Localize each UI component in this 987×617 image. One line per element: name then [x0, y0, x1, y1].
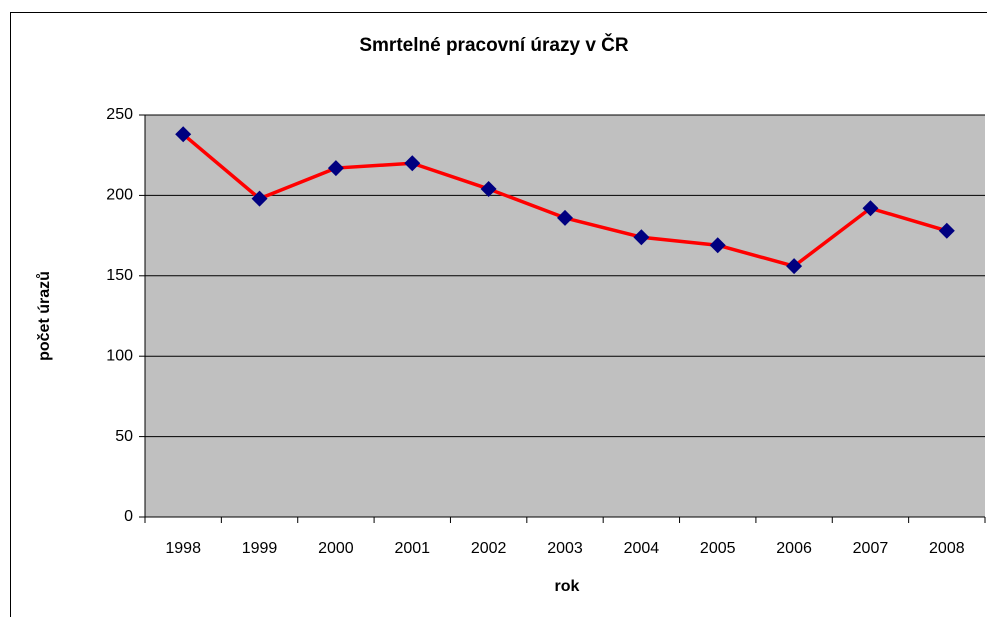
x-tick-label: 2004	[624, 540, 660, 557]
marker	[786, 258, 803, 275]
x-tick-label: 2003	[547, 540, 583, 557]
marker	[557, 209, 573, 226]
marker	[862, 200, 879, 217]
x-tick-label: 2005	[700, 540, 736, 557]
x-tick-label: 2002	[471, 540, 507, 557]
marker	[938, 222, 955, 239]
chart-title: Smrtelné pracovní úrazy v ČR	[359, 34, 629, 56]
x-tick-label: 2006	[776, 540, 812, 557]
marker	[175, 126, 192, 143]
plot-area	[145, 115, 985, 517]
x-tick-label: 1998	[165, 540, 201, 557]
x-tick-label: 2000	[318, 540, 354, 557]
y-tick-label: 0	[124, 508, 133, 525]
y-tick-label: 150	[106, 267, 133, 284]
marker	[633, 229, 650, 246]
y-tick-label: 50	[115, 428, 133, 445]
marker	[709, 237, 726, 254]
marker	[327, 160, 344, 177]
y-tick-label: 200	[106, 187, 133, 204]
x-tick-label: 1999	[242, 540, 278, 557]
x-tick-label: 2007	[853, 540, 889, 557]
marker	[404, 155, 421, 172]
y-tick-label: 250	[106, 106, 133, 123]
y-tick-label: 100	[106, 347, 133, 364]
x-axis-title: rok	[555, 578, 580, 595]
x-tick-label: 2001	[394, 540, 430, 557]
x-tick-label: 2008	[929, 540, 965, 557]
marker	[251, 190, 268, 207]
y-axis-title: počet úrazů	[36, 271, 53, 361]
marker	[480, 180, 497, 197]
